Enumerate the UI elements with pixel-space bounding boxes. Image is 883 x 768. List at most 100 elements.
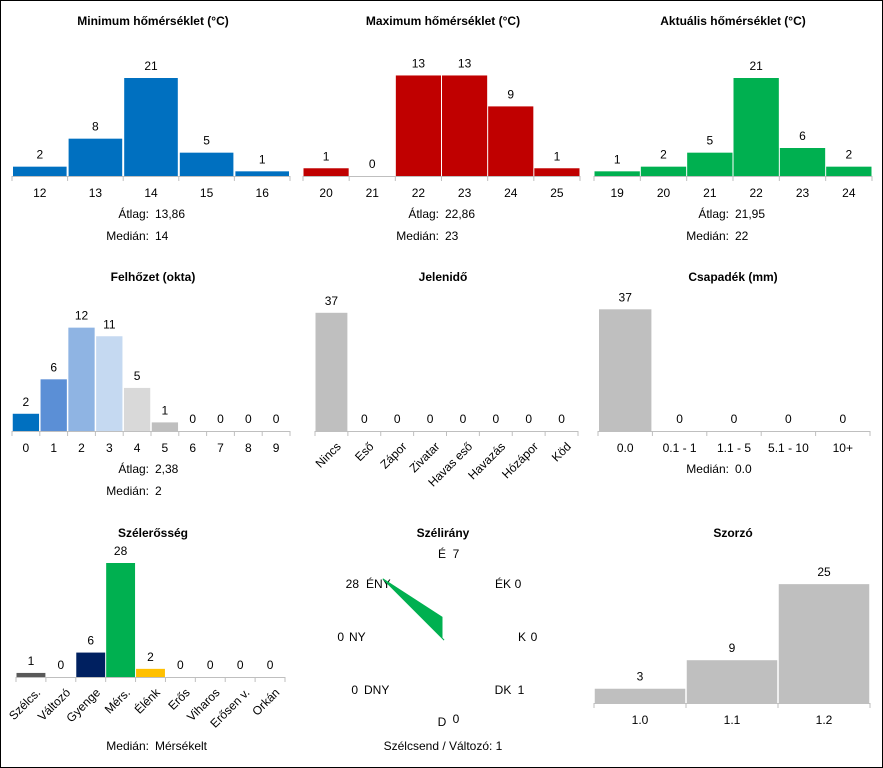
chart-title: Szélerősség <box>118 526 188 540</box>
stat-value: 13,86 <box>155 207 185 221</box>
data-label: 0 <box>273 412 280 426</box>
data-label: 2 <box>36 148 43 162</box>
stat-label: Átlag: <box>118 206 149 221</box>
tick-label: 0.1 - 1 <box>663 441 697 455</box>
data-label: 1 <box>259 152 266 166</box>
data-label: 9 <box>729 641 736 655</box>
bar <box>76 652 106 677</box>
data-label: 2 <box>23 395 30 409</box>
direction-value: 28 <box>346 577 360 591</box>
bar <box>778 584 870 703</box>
bar <box>442 75 488 176</box>
bar <box>686 660 778 703</box>
bar <box>826 166 872 176</box>
data-label: 0 <box>369 157 376 171</box>
tick-label: 15 <box>200 186 214 200</box>
tick-label: Eső <box>352 439 377 464</box>
tick-label: 12 <box>33 186 47 200</box>
tick-label: 0 <box>23 441 30 455</box>
data-label: 0 <box>207 658 214 672</box>
direction-value: 0 <box>337 630 344 644</box>
chart-wx <box>314 312 579 436</box>
data-label: 21 <box>144 59 158 73</box>
data-label: 37 <box>325 294 339 308</box>
data-label: 0 <box>245 412 252 426</box>
tick-label: 1.1 - 5 <box>717 441 751 455</box>
data-label: 2 <box>660 148 667 162</box>
bar <box>96 336 123 431</box>
stat-value: 14 <box>155 229 169 243</box>
data-label: 5 <box>134 369 141 383</box>
tick-label: Zápor <box>377 439 409 471</box>
data-label: 0 <box>217 412 224 426</box>
chart-title: Szorzó <box>713 526 752 540</box>
bar <box>68 327 95 431</box>
bar <box>124 78 178 176</box>
chart-cloud <box>11 327 291 436</box>
data-label: 0 <box>525 412 532 426</box>
tick-label: 4 <box>134 441 141 455</box>
chart-act <box>593 78 873 181</box>
bar <box>151 422 179 431</box>
data-label: 25 <box>817 565 831 579</box>
bar <box>179 152 234 176</box>
tick-label: 22 <box>412 186 426 200</box>
bar <box>395 75 441 176</box>
tick-label: 5 <box>162 441 169 455</box>
tick-label: 10+ <box>833 441 853 455</box>
direction-label: É <box>438 546 446 561</box>
chart-min <box>11 78 291 181</box>
data-label: 0 <box>460 412 467 426</box>
bar <box>779 148 826 176</box>
bar <box>488 106 534 176</box>
stat-value: 2 <box>155 484 162 498</box>
stat-value: 22 <box>735 229 749 243</box>
data-label: 0 <box>267 658 274 672</box>
bar <box>123 387 151 431</box>
tick-label: 6 <box>189 441 196 455</box>
bar <box>599 309 652 431</box>
data-label: 1 <box>162 403 169 417</box>
tick-label: 1 <box>50 441 57 455</box>
data-label: 3 <box>637 670 644 684</box>
tick-label: 22 <box>749 186 763 200</box>
data-label: 0 <box>731 412 738 426</box>
tick-label: 8 <box>245 441 252 455</box>
bar <box>534 168 580 176</box>
bar <box>106 563 136 677</box>
chart-max <box>302 75 581 181</box>
chart-wind <box>15 563 286 682</box>
data-label: 13 <box>412 56 426 70</box>
bar <box>303 168 349 176</box>
stat-label: Medián: <box>106 229 149 243</box>
chart-title: Minimum hőmérséklet (°C) <box>77 14 229 28</box>
tick-label: 20 <box>319 186 333 200</box>
stat-label: Medián: <box>106 484 149 498</box>
tick-label: 1.2 <box>816 713 833 727</box>
tick-label: Gyenge <box>63 685 103 725</box>
stat-label: Átlag: <box>118 461 149 476</box>
tick-label: 24 <box>504 186 518 200</box>
tick-label: 16 <box>256 186 270 200</box>
chart-title: Felhőzet (okta) <box>111 270 196 284</box>
data-label: 0 <box>676 412 683 426</box>
data-label: 0 <box>785 412 792 426</box>
stat-value: 0.0 <box>735 462 752 476</box>
data-label: 21 <box>749 59 763 73</box>
data-label: 0 <box>361 412 368 426</box>
stat-label: Medián: <box>396 229 439 243</box>
tick-label: 1.1 <box>724 713 741 727</box>
direction-label: DK <box>495 683 512 697</box>
chart-mult <box>593 584 871 708</box>
tick-label: Nincs <box>313 439 344 470</box>
data-label: 2 <box>147 650 154 664</box>
data-label: 0 <box>558 412 565 426</box>
data-label: 6 <box>799 129 806 143</box>
tick-label: 5.1 - 10 <box>768 441 809 455</box>
data-label: 11 <box>103 317 116 331</box>
tick-label: 7 <box>217 441 224 455</box>
tick-label: 23 <box>458 186 472 200</box>
tick-label: Orkán <box>249 685 282 718</box>
chart-title: Maximum hőmérséklet (°C) <box>366 14 520 28</box>
bar <box>40 379 67 431</box>
